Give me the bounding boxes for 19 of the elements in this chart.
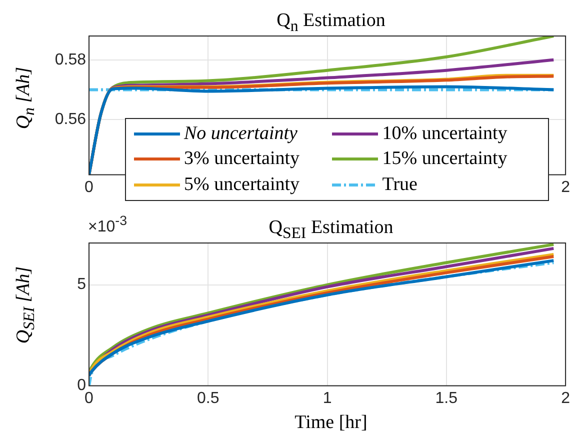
- legend-label: True: [382, 174, 418, 196]
- y-tick-label: 0.56: [54, 110, 86, 128]
- legend-label: 3% uncertainty: [184, 148, 300, 170]
- x-tick-label: 1: [322, 390, 332, 407]
- legend-label: 15% uncertainty: [382, 148, 508, 170]
- text: ×10$^{-3}$: [88, 213, 127, 236]
- x-tick-label: 2: [561, 178, 570, 196]
- legend-label: 10% uncertainty: [382, 122, 508, 145]
- x-tick-label: 1.5: [435, 390, 458, 407]
- x-tick-label: 0.5: [197, 390, 220, 407]
- x-tick-label: 2: [561, 390, 570, 407]
- y-tick-label: 5: [77, 276, 86, 294]
- chart-title: Q$_{n}$ Estimation: [276, 10, 386, 36]
- y-tick-label: 0: [77, 377, 86, 394]
- x-axis-title: Time [hr]: [294, 412, 368, 433]
- legend-label: No uncertainty: [184, 122, 298, 145]
- chart-title: Q$_{SEI}$ Estimation: [268, 217, 394, 242]
- y-tick-label: 0.58: [54, 51, 86, 68]
- legend-label: 5% uncertainty: [184, 174, 300, 196]
